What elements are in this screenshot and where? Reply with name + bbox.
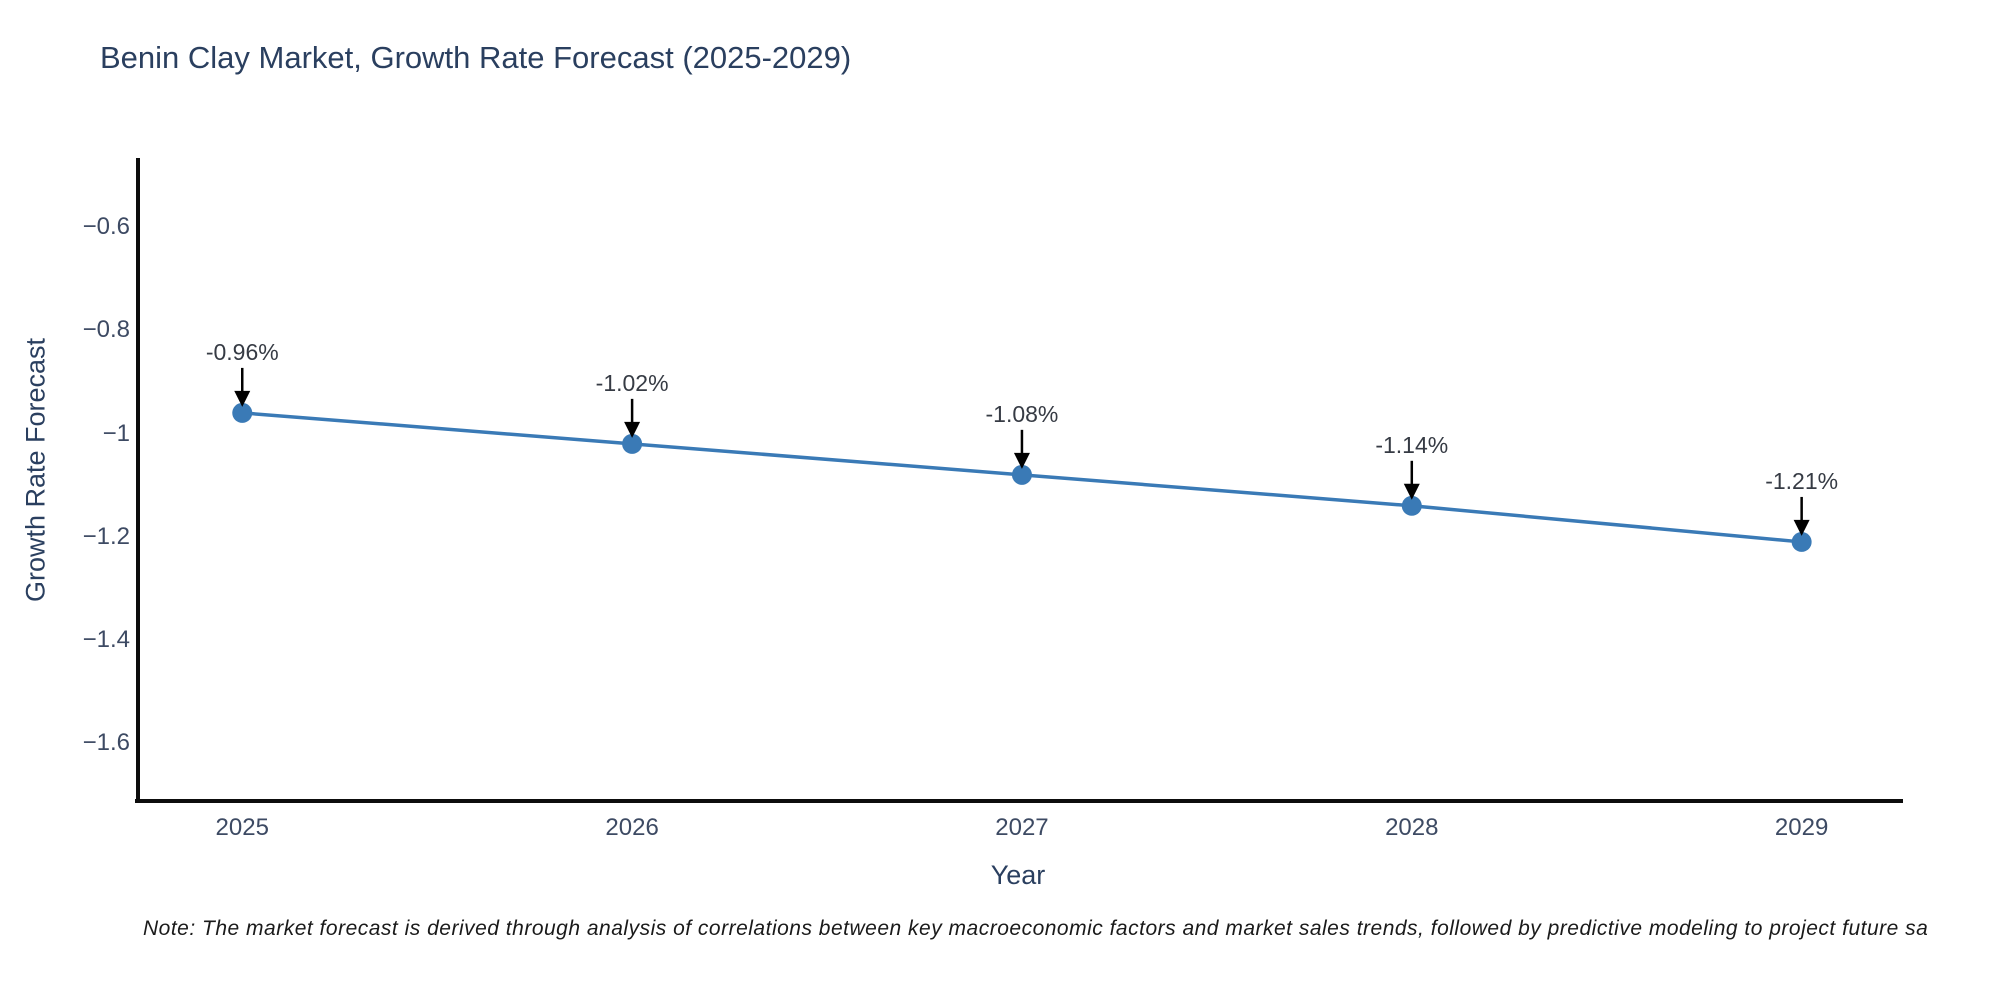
x-tick-label: 2029 bbox=[1774, 814, 1829, 841]
annotation-arrow-head bbox=[1793, 519, 1810, 536]
annotation-arrow-head bbox=[1013, 452, 1030, 469]
x-tick-label: 2027 bbox=[995, 814, 1049, 841]
y-tick-label: −1.2 bbox=[82, 522, 130, 550]
data-point-marker bbox=[1401, 495, 1422, 516]
data-point-marker bbox=[1791, 531, 1812, 552]
x-tick-label: 2028 bbox=[1385, 814, 1439, 841]
x-tick-label: 2026 bbox=[605, 814, 659, 841]
data-point-marker bbox=[622, 433, 643, 454]
y-tick-label: −0.6 bbox=[82, 213, 130, 241]
data-point-markers bbox=[232, 402, 1812, 552]
data-point-marker bbox=[1011, 464, 1032, 485]
chart-title: Benin Clay Market, Growth Rate Forecast … bbox=[100, 40, 852, 75]
data-point-label: -0.96% bbox=[205, 338, 279, 365]
annotation-arrow-head bbox=[234, 390, 251, 407]
annotation-arrows bbox=[234, 367, 1810, 536]
x-axis-title: Year bbox=[990, 860, 1046, 890]
data-point-label: -1.02% bbox=[595, 369, 669, 396]
annotation-arrow-head bbox=[1403, 483, 1420, 500]
data-point-marker bbox=[232, 402, 253, 423]
y-tick-label: −1.6 bbox=[82, 729, 130, 757]
x-tick-label: 2025 bbox=[215, 814, 269, 841]
y-tick-label: −0.8 bbox=[82, 316, 130, 344]
data-point-label: -1.08% bbox=[985, 400, 1059, 427]
data-point-label: -1.14% bbox=[1375, 431, 1449, 458]
data-point-label: -1.21% bbox=[1765, 467, 1839, 494]
footnote: Note: The market forecast is derived thr… bbox=[143, 917, 1929, 940]
y-tick-label: −1 bbox=[102, 419, 130, 447]
annotation-arrow-head bbox=[624, 421, 641, 438]
y-tick-label: −1.4 bbox=[82, 626, 130, 653]
